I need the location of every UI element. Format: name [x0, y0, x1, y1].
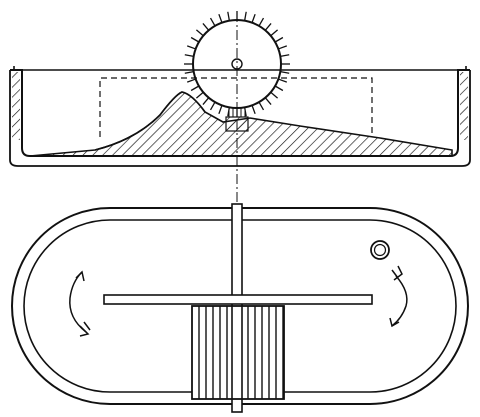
wheel-paddle [270, 29, 279, 37]
wheel-paddle [264, 97, 272, 106]
wheel-paddle [218, 13, 223, 23]
wheel-paddle [264, 22, 272, 31]
wheel-paddle [186, 45, 196, 50]
wheel-paddle [202, 97, 210, 106]
wheel-paddle [184, 54, 194, 57]
flow-arrow-left [69, 270, 91, 337]
wheel-paddle [184, 71, 194, 74]
left-wall-hatch [12, 72, 20, 140]
right-wall-hatch [460, 72, 468, 140]
wheel-paddle [190, 36, 200, 43]
section-view [9, 11, 471, 167]
wheel-paddle [258, 101, 265, 111]
horizontal-arm [103, 294, 373, 305]
wheel-paddle [280, 54, 290, 57]
wheel-paddle [251, 105, 256, 115]
wheel-paddle [209, 17, 216, 27]
wheel-paddle [270, 91, 279, 99]
wheel-paddle [278, 45, 288, 50]
wheel-paddle [218, 105, 223, 115]
plan-view [11, 203, 469, 413]
wheel-paddle [274, 85, 284, 92]
wheel-paddle [202, 22, 210, 31]
wheel-paddle [244, 11, 247, 21]
wheel-paddle [195, 91, 204, 99]
outlet-hole [373, 243, 387, 257]
wheel-paddle [227, 11, 230, 21]
wheel-paddle [274, 36, 284, 43]
flow-arrow-right [389, 265, 408, 328]
wheel-paddle [190, 85, 200, 92]
wheel-paddle [258, 17, 265, 27]
wheel-paddle [209, 101, 216, 111]
wheel-paddle [195, 29, 204, 37]
wheel-paddle [280, 71, 290, 74]
wheel-paddle [251, 13, 256, 23]
wheel-paddle [278, 78, 288, 83]
hidden-outline [99, 77, 373, 137]
outlet-ring [370, 240, 390, 260]
wheel-paddle [186, 78, 196, 83]
